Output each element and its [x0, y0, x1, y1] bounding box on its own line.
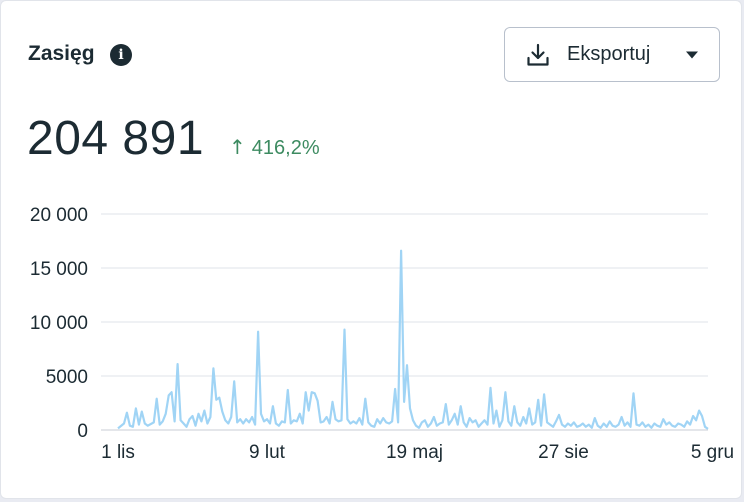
x-tick-label: 5 gru — [691, 442, 734, 463]
reach-chart: 20 000 15 000 10 000 5000 0 1 lis 9 lut 19 maj… — [30, 205, 734, 463]
y-tick-label: 0 — [77, 421, 88, 442]
reach-series-line — [117, 249, 709, 430]
export-button[interactable]: Eksportuj — [504, 27, 720, 82]
y-tick-label: 15 000 — [30, 259, 88, 280]
caret-down-icon — [686, 51, 698, 59]
y-tick-label: 10 000 — [30, 313, 88, 334]
x-tick-label: 27 sie — [538, 442, 589, 463]
x-tick-label: 1 lis — [101, 442, 135, 463]
y-tick-label: 20 000 — [30, 205, 88, 226]
info-icon[interactable]: i — [110, 44, 132, 66]
download-icon — [527, 43, 549, 66]
change-value: 416,2% — [251, 137, 320, 159]
x-tick-label: 19 maj — [386, 442, 443, 463]
card-title: Zasięg — [28, 42, 95, 65]
up-arrow-icon: ↑ — [229, 135, 246, 159]
change-indicator: ↑ 416,2% — [229, 135, 320, 160]
total-reach-value: 204 891 — [27, 112, 205, 165]
x-tick-label: 9 lut — [249, 442, 286, 463]
y-tick-label: 5000 — [46, 367, 88, 388]
export-button-label: Eksportuj — [567, 43, 651, 65]
